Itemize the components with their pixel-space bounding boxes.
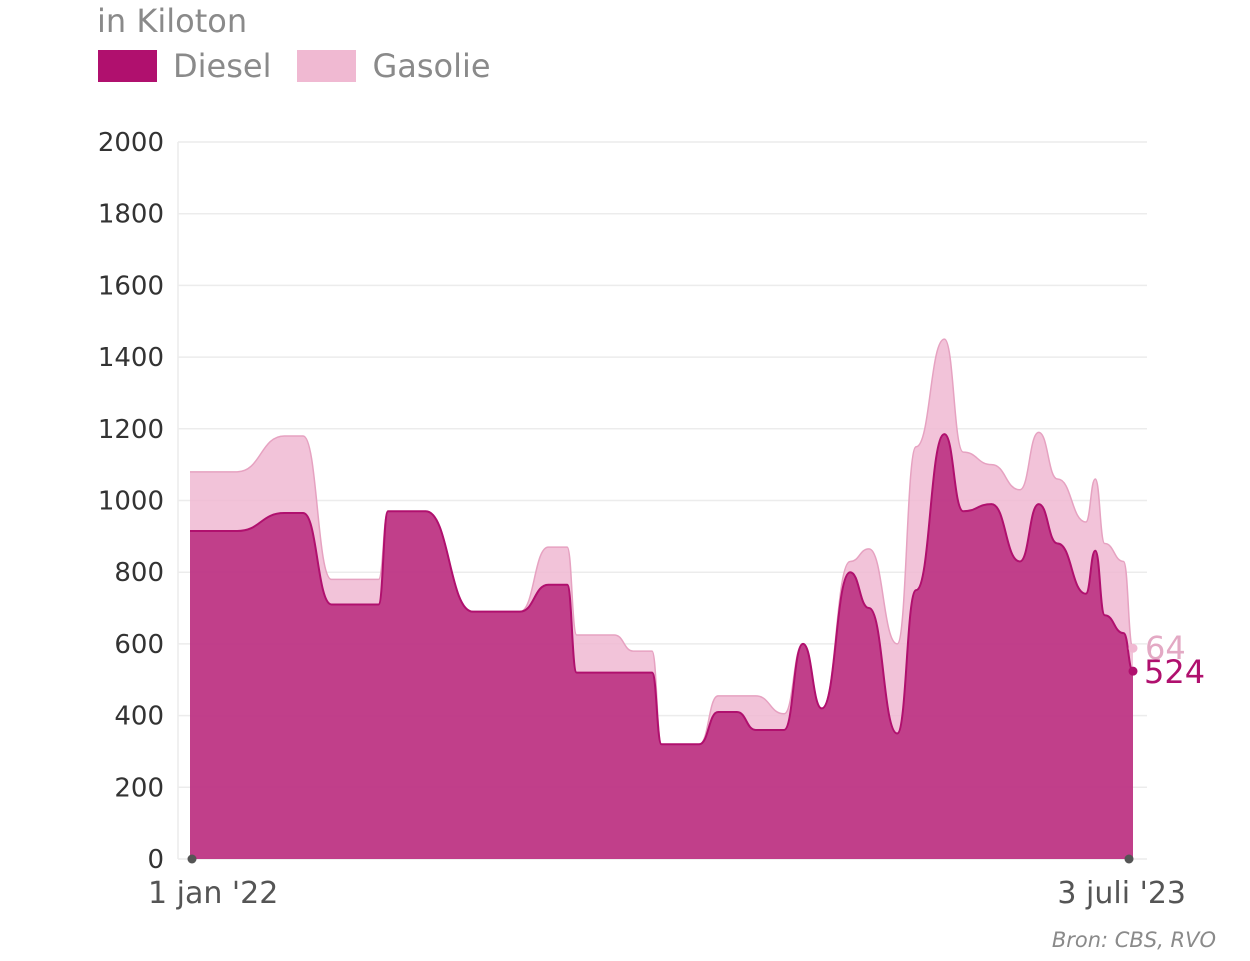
legend-label-gasolie: Gasolie [372,47,491,85]
source-note: Bron: CBS, RVO [1051,928,1216,952]
y-tick-label: 400 [114,702,164,732]
y-tick-label: 1600 [98,271,164,301]
x-start-dot [187,854,197,864]
legend-swatch-gasolie [297,50,357,82]
x-tick-label-start: 1 jan '22 [148,876,278,911]
y-tick-label: 800 [114,558,164,588]
y-tick-label: 1000 [98,487,164,517]
unit-label: in Kiloton [97,2,248,40]
y-tick-label: 200 [114,773,164,803]
area-diesel [190,434,1133,859]
y-tick-label: 1200 [98,415,164,445]
y-tick-label: 0 [147,845,164,875]
x-tick-label-end: 3 juli '23 [1057,876,1186,911]
end-label-diesel: 524 [1144,653,1205,691]
y-tick-label: 1400 [98,343,164,373]
end-label-gasolie: 64 [1145,629,1186,667]
y-tick-label: 1800 [98,200,164,230]
end-dot-diesel [1128,666,1138,676]
y-tick-label: 600 [114,630,164,660]
legend: Diesel Gasolie [98,47,517,85]
end-dot-gasolie [1128,643,1138,653]
x-end-dot [1124,854,1134,864]
legend-item-diesel: Diesel [98,47,271,85]
line-diesel [190,433,1134,746]
legend-label-diesel: Diesel [173,47,272,85]
legend-swatch-diesel [98,50,157,82]
y-tick-label: 2000 [98,128,164,158]
legend-item-gasolie: Gasolie [297,47,491,85]
